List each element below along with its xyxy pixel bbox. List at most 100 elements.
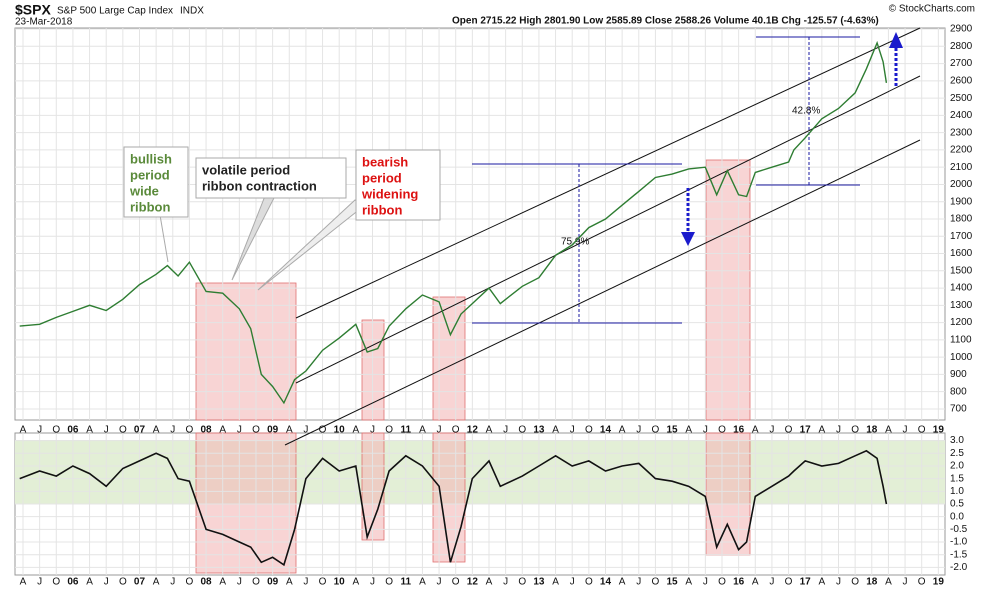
- x-tick-label: O: [119, 577, 127, 588]
- x-tick-label: J: [303, 577, 308, 588]
- x-tick-label: A: [752, 425, 759, 436]
- lower-y-tick-label: 0.0: [950, 511, 964, 522]
- y-tick-label: 2800: [950, 41, 973, 52]
- y-tick-label: 2700: [950, 58, 973, 69]
- callout-box: [123, 146, 189, 218]
- x-tick-label: O: [452, 577, 460, 588]
- x-tick-label: 16: [733, 425, 745, 436]
- security-name: S&P 500 Large Cap Index: [57, 6, 173, 17]
- x-tick-label: J: [104, 577, 109, 588]
- x-tick-label: 06: [67, 577, 79, 588]
- x-tick-label: A: [419, 425, 426, 436]
- x-tick-label: A: [552, 425, 559, 436]
- y-tick-label: 1900: [950, 196, 973, 207]
- x-tick-label: O: [319, 425, 327, 436]
- x-tick-label: J: [903, 425, 908, 436]
- callout-text: ribbon: [362, 202, 402, 217]
- x-tick-label: O: [851, 425, 859, 436]
- callouts: [123, 146, 441, 291]
- highlight: [432, 432, 466, 563]
- y-tick-label: 1300: [950, 300, 973, 311]
- x-tick-label: 19: [933, 577, 945, 588]
- x-tick-label: J: [903, 577, 908, 588]
- x-tick-label: A: [885, 577, 892, 588]
- x-tick-label: J: [636, 577, 641, 588]
- x-tick-label: J: [503, 577, 508, 588]
- callout-text: ribbon contraction: [202, 178, 317, 193]
- x-tick-label: A: [619, 577, 626, 588]
- x-tick-label: J: [836, 577, 841, 588]
- x-tick-label: A: [286, 425, 293, 436]
- x-tick-label: O: [652, 425, 660, 436]
- y-tick-label: 1500: [950, 265, 973, 276]
- highlight: [195, 432, 297, 574]
- x-tick-label: J: [303, 425, 308, 436]
- x-tick-label: 15: [666, 425, 678, 436]
- y-tick-label: 1600: [950, 248, 973, 259]
- x-tick-label: O: [252, 425, 260, 436]
- measure-lines: [472, 36, 860, 324]
- quote: Open 2715.22 High 2801.90 Low 2585.89 Cl…: [452, 16, 879, 27]
- callout-text: bullish: [130, 151, 172, 166]
- lower-y-tick-label: 1.5: [950, 473, 964, 484]
- x-tick-label: O: [52, 425, 60, 436]
- x-tick-label: 15: [666, 577, 678, 588]
- x-tick-label: O: [319, 577, 327, 588]
- x-tick-label: 08: [200, 577, 212, 588]
- x-tick-label: A: [353, 425, 360, 436]
- x-tick-label: O: [652, 577, 660, 588]
- x-tick-label: J: [437, 425, 442, 436]
- x-tick-label: O: [918, 577, 926, 588]
- arrow-head: [681, 232, 695, 246]
- date: 23-Mar-2018: [15, 17, 73, 28]
- price-panel: [14, 27, 946, 421]
- x-tick-label: O: [718, 425, 726, 436]
- x-tick-label: A: [219, 425, 226, 436]
- indicator-line: [19, 449, 888, 567]
- y-tick-label: 700: [950, 404, 967, 415]
- y-tick-label: 900: [950, 369, 967, 380]
- x-tick-label: 18: [866, 577, 878, 588]
- lower-y-tick-label: -1.0: [950, 537, 968, 548]
- x-tick-label: 07: [134, 577, 146, 588]
- x-tick-label: O: [518, 577, 526, 588]
- credit: © StockCharts.com: [889, 4, 975, 15]
- exchange: INDX: [180, 6, 204, 17]
- x-tick-label: O: [385, 425, 393, 436]
- x-tick-label: 17: [800, 577, 812, 588]
- x-tick-label: J: [104, 425, 109, 436]
- price-line: [19, 40, 888, 405]
- channel-line: [295, 27, 921, 319]
- arrow-head: [889, 32, 903, 48]
- lower-y-tick-label: 3.0: [950, 435, 964, 446]
- y-tick-label: 2000: [950, 179, 973, 190]
- x-tick-label: J: [37, 577, 42, 588]
- x-tick-label: O: [186, 577, 194, 588]
- x-tick-label: 11: [400, 425, 411, 436]
- x-tick-label: O: [119, 425, 127, 436]
- callout-text: widening: [361, 186, 418, 201]
- x-tick-label: A: [86, 577, 93, 588]
- x-tick-label: J: [769, 425, 774, 436]
- x-tick-label: A: [353, 577, 360, 588]
- x-tick-label: A: [153, 425, 160, 436]
- x-tick-label: 09: [267, 425, 279, 436]
- x-tick-label: A: [685, 425, 692, 436]
- lower-y-tick-label: -2.0: [950, 562, 968, 573]
- x-tick-label: J: [570, 577, 575, 588]
- x-tick-label: 08: [200, 425, 212, 436]
- x-tick-label: A: [486, 577, 493, 588]
- y-tick-label: 1200: [950, 317, 973, 328]
- x-tick-label: A: [219, 577, 226, 588]
- arrows: [681, 32, 903, 246]
- y-tick-label: 800: [950, 386, 967, 397]
- y-tick-label: 2900: [950, 24, 973, 35]
- callout-text: wide: [129, 183, 159, 198]
- x-tick-label: 06: [67, 425, 79, 436]
- x-tick-label: A: [819, 577, 826, 588]
- lower-y-tick-label: -1.5: [950, 549, 968, 560]
- positive-zone: [15, 440, 945, 504]
- x-tick-label: A: [552, 577, 559, 588]
- highlight: [705, 432, 751, 556]
